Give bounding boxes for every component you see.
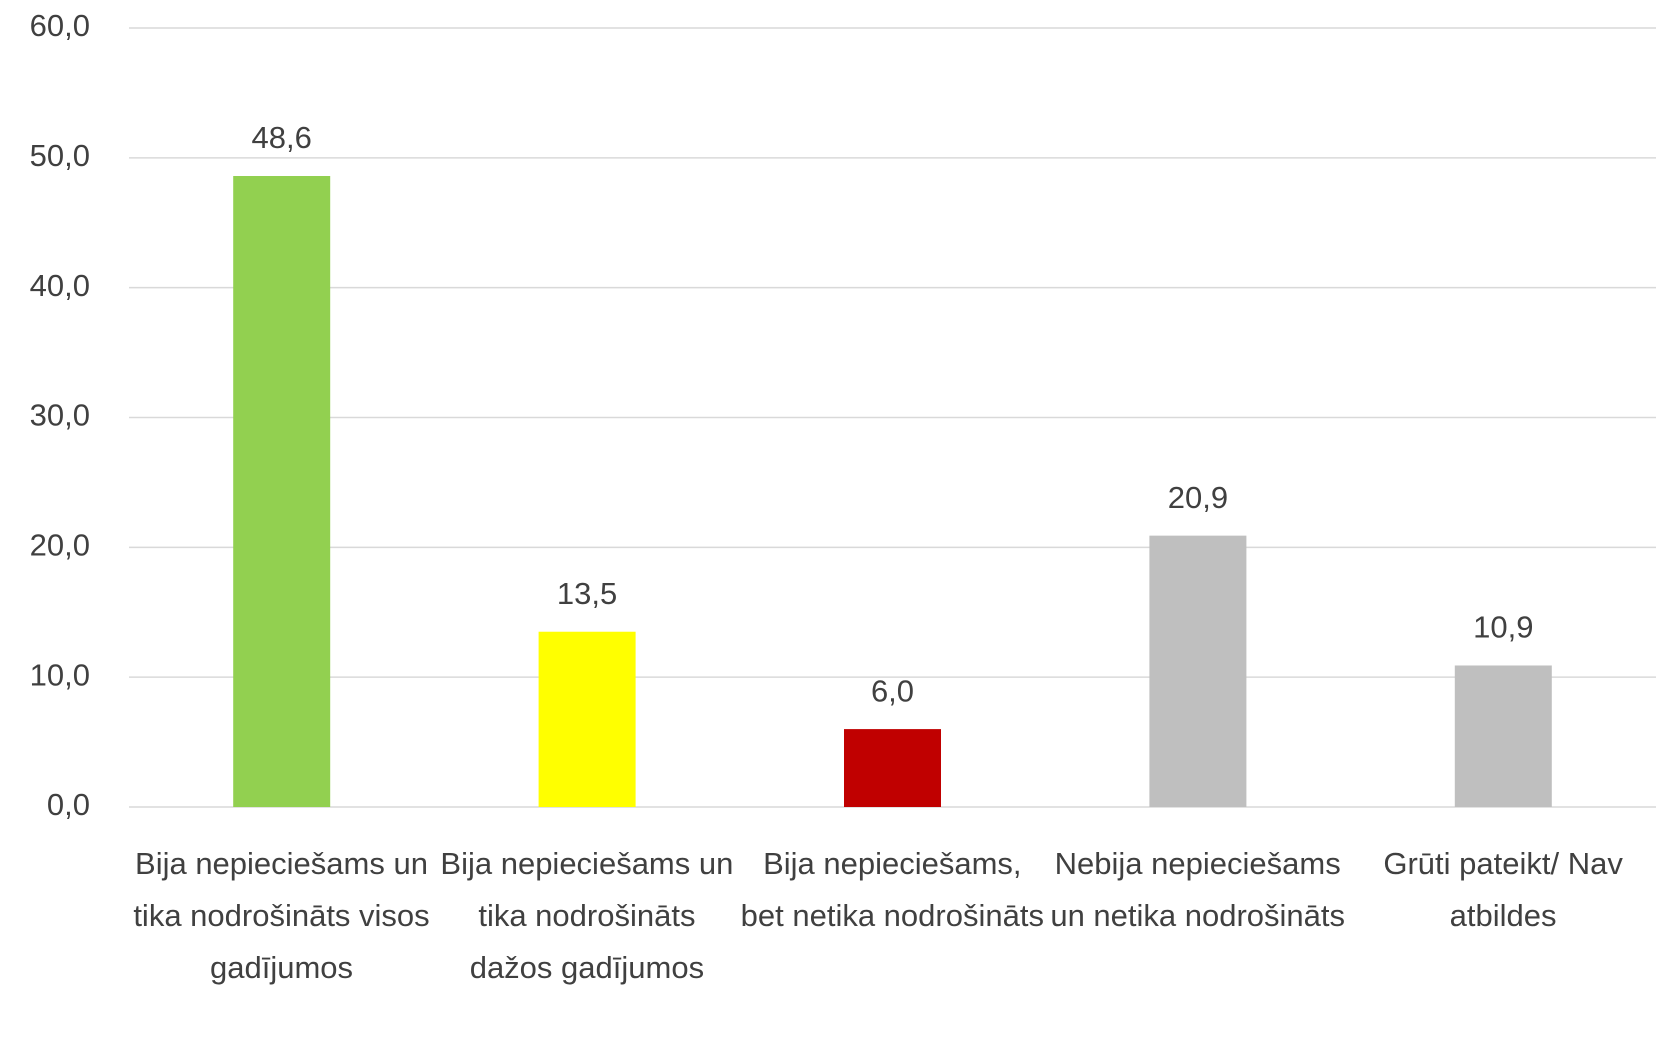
value-label: 48,6 — [252, 120, 312, 155]
y-tick-label: 20,0 — [30, 528, 90, 563]
y-tick-label: 30,0 — [30, 398, 90, 433]
bar — [844, 729, 941, 807]
value-label: 10,9 — [1473, 610, 1533, 645]
bar — [538, 631, 636, 807]
x-tick-label: Grūti pateikt/ Nav atbildes — [1383, 846, 1623, 933]
value-label: 6,0 — [871, 673, 914, 708]
y-tick-label: 0,0 — [47, 787, 90, 822]
value-label: 13,5 — [557, 576, 617, 611]
bar — [1454, 665, 1552, 807]
y-tick-label: 10,0 — [30, 657, 90, 692]
x-tick-label: Bija nepieciešams un tika nodrošināts vi… — [133, 846, 430, 985]
y-tick-label: 40,0 — [30, 268, 90, 303]
y-tick-label: 60,0 — [30, 8, 90, 43]
y-tick-label: 50,0 — [30, 138, 90, 173]
x-tick-label: Nebija nepieciešams un netika nodrošināt… — [1050, 846, 1346, 933]
bar — [233, 176, 331, 807]
bar — [1149, 535, 1247, 807]
value-label: 20,9 — [1168, 480, 1228, 515]
x-tick-label: Bija nepieciešams un tika nodrošināts da… — [440, 846, 734, 985]
x-tick-label: Bija nepieciešams, bet netika nodrošināt… — [740, 846, 1044, 933]
